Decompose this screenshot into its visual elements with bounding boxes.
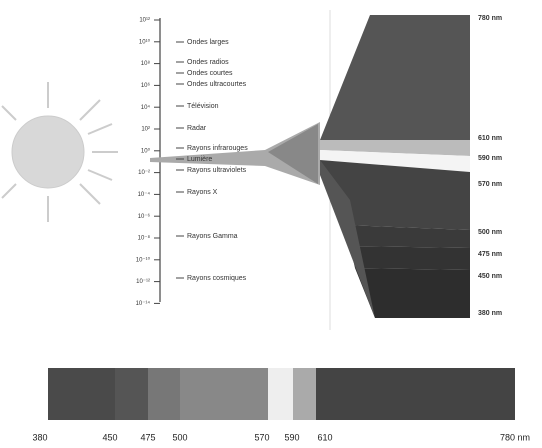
bottom-label: 475 [140,432,155,442]
wavelength-label: 450 nm [478,273,502,280]
wavelength-label: 475 nm [478,251,502,258]
bottom-label: 590 [284,432,299,442]
scale-label: 10² [141,127,150,133]
scale-label: 10⁻¹⁰ [136,256,151,263]
bottom-label: 610 [317,432,332,442]
funnel [320,15,470,318]
prism-beam [150,122,320,185]
band-label: Ondes ultracourtes [187,81,247,88]
scale-label: 10⁻¹⁴ [136,300,151,307]
bottom-label: 450 [102,432,117,442]
scale-label: 10⁻⁴ [138,191,151,198]
scale-label: 10⁻² [138,170,150,176]
band-label: Télévision [187,103,219,110]
scale-label: 10⁸ [141,60,151,67]
wavelength-label: 570 nm [478,181,502,188]
band-label: Rayons ultraviolets [187,167,247,174]
wavelength-label: 500 nm [478,229,502,236]
wavelength-label: 590 nm [478,155,502,162]
scale-label: 10⁻⁶ [138,213,151,220]
band-label: Rayons infrarouges [187,145,248,152]
scale-label: 10¹⁰ [139,38,151,45]
bottom-label: 570 [254,432,269,442]
scale-label: 10¹² [139,18,150,24]
band-label: Ondes larges [187,39,229,46]
band-label: Lumière [187,156,212,163]
band-label: Ondes courtes [187,70,233,77]
bottom-label: 500 [172,432,187,442]
band-label: Radar [187,125,207,132]
bottom-label: 380 [32,432,47,442]
sun [1,82,118,222]
prism [268,124,318,184]
scale-label: 10⁰ [141,147,151,154]
scale-label: 10⁻⁸ [138,235,151,242]
bottom-label: 780 nm [500,432,530,442]
band-label: Ondes radios [187,59,229,66]
band-label: Rayons X [187,189,218,196]
wavelength-label: 780 nm [478,15,502,22]
band-label: Rayons Gamma [187,233,238,240]
bottom-bar [48,368,515,420]
wavelength-label: 610 nm [478,135,502,142]
scale-label: 10⁻¹² [136,279,150,285]
wavelength-label: 380 nm [478,310,502,317]
scale-label: 10⁶ [141,82,151,89]
band-label: Rayons cosmiques [187,275,247,282]
scale-label: 10⁴ [141,104,151,111]
